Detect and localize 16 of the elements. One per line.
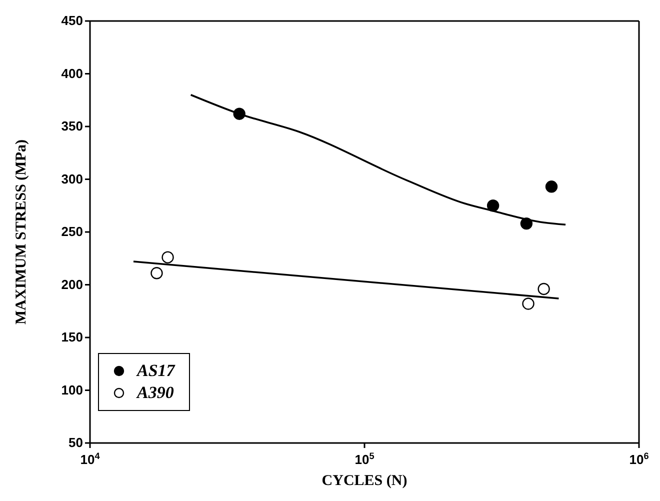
legend-label: AS17 [137,360,175,382]
y-tick-label: 450 [61,13,83,28]
y-tick-label: 250 [61,224,83,239]
x-axis-title: CYCLES (N) [322,473,408,489]
y-tick-label: 400 [61,66,83,81]
y-tick-label: 200 [61,276,83,292]
y-tick-label: 100 [61,382,83,398]
y-tick-label: 150 [61,330,83,344]
x-tick-label: 10$^{5}$ [354,451,374,467]
legend-label: A390 [137,382,174,404]
x-tick-label: 10$^{4}$ [80,451,101,467]
x-tick-label: 10$^{6}$ [629,451,649,467]
y-axis-title: MAXIMUM STRESS (MPa) [13,140,30,324]
y-tick-label: 300 [61,171,83,186]
y-tick-label: 350 [61,118,83,134]
y-tick-label: 50 [68,435,83,450]
